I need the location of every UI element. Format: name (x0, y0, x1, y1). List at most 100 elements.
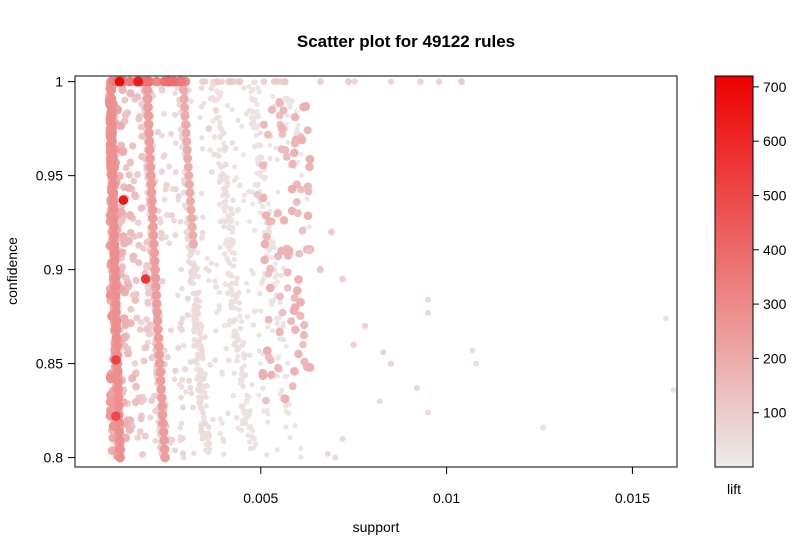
rule-point (226, 212, 233, 218)
rule-point (177, 320, 184, 327)
rule-point (301, 102, 311, 111)
rule-point (204, 382, 210, 389)
rule-point (157, 401, 167, 412)
rule-point (234, 414, 240, 421)
rule-point (131, 398, 140, 407)
rule-point (146, 170, 156, 181)
rule-point (184, 295, 191, 302)
rule-point (187, 222, 197, 232)
rule-point (257, 130, 263, 136)
rule-point (296, 311, 305, 320)
rule-point (229, 280, 235, 286)
rule-point (187, 384, 194, 391)
rule-point (244, 314, 251, 320)
rule-point (276, 354, 282, 360)
rule-point (179, 85, 189, 95)
rule-point (235, 353, 241, 359)
x-tick-label: 0.015 (615, 490, 650, 506)
rule-point (269, 301, 275, 308)
rule-point (417, 78, 424, 85)
rule-point (305, 162, 314, 172)
rule-point (184, 179, 194, 189)
rule-point (231, 256, 237, 263)
rule-point (143, 262, 151, 270)
rule-point (264, 353, 273, 362)
rule-point (258, 193, 268, 203)
rule-point (236, 78, 244, 86)
rule-point (143, 111, 154, 121)
rule-point (230, 392, 237, 399)
rule-point (234, 275, 240, 281)
rule-point (292, 422, 298, 428)
rule-point (272, 261, 278, 267)
rule-point (287, 434, 293, 441)
rule-point (287, 104, 293, 110)
rule-point (220, 173, 227, 179)
rule-point (188, 390, 195, 396)
y-tick-label: 0.8 (44, 450, 64, 466)
rule-point (184, 312, 191, 319)
rule-point (229, 140, 235, 146)
rule-point (199, 135, 205, 141)
high-lift-rule-point (118, 195, 129, 205)
rule-point (127, 305, 135, 313)
points-layer (104, 76, 677, 463)
rule-point (266, 225, 272, 231)
rule-point (215, 153, 222, 159)
rule-point (216, 179, 223, 185)
rule-point (257, 142, 264, 148)
rule-point (283, 284, 292, 292)
rule-point (113, 393, 124, 403)
rule-point (294, 209, 302, 218)
rule-point (156, 393, 167, 403)
rule-point (143, 316, 150, 323)
rule-point (345, 78, 352, 85)
rule-point (229, 107, 235, 113)
rule-point (270, 93, 276, 99)
rule-point (143, 93, 153, 104)
rule-point (107, 153, 118, 164)
rule-point (351, 78, 358, 85)
rule-point (114, 435, 125, 446)
rule-point (296, 297, 305, 307)
rule-point (147, 205, 158, 215)
rule-point (280, 320, 286, 326)
rule-point (191, 307, 197, 314)
rule-point (262, 346, 272, 356)
rule-point (213, 328, 219, 334)
rule-point (221, 199, 228, 206)
rule-point (187, 213, 197, 223)
rule-point (425, 409, 431, 416)
rule-point (180, 189, 187, 196)
legend-tick-label: 100 (763, 405, 787, 421)
rule-point (144, 119, 154, 130)
rule-point (213, 78, 221, 86)
rule-point (295, 249, 304, 258)
rule-point (108, 179, 118, 189)
rule-point (413, 385, 420, 391)
rule-point (277, 299, 283, 305)
rule-point (283, 268, 292, 277)
rule-point (227, 78, 235, 86)
rule-point (222, 144, 229, 151)
rule-point (196, 381, 203, 388)
rule-point (361, 322, 368, 330)
rule-point (276, 292, 284, 301)
rule-point (110, 281, 121, 292)
chart-title: Scatter plot for 49122 rules (297, 32, 515, 51)
rule-point (112, 367, 123, 378)
rule-point (199, 348, 205, 355)
rule-point (212, 278, 218, 284)
rule-point (197, 114, 203, 121)
rule-point (211, 151, 218, 158)
rule-point (287, 184, 297, 194)
rule-point (243, 372, 249, 378)
rule-point (140, 357, 148, 365)
rule-point (143, 102, 153, 113)
rule-point (239, 365, 245, 372)
rule-point (128, 374, 137, 383)
rule-point (105, 397, 116, 407)
rule-point (196, 399, 203, 406)
rule-point (178, 420, 185, 426)
